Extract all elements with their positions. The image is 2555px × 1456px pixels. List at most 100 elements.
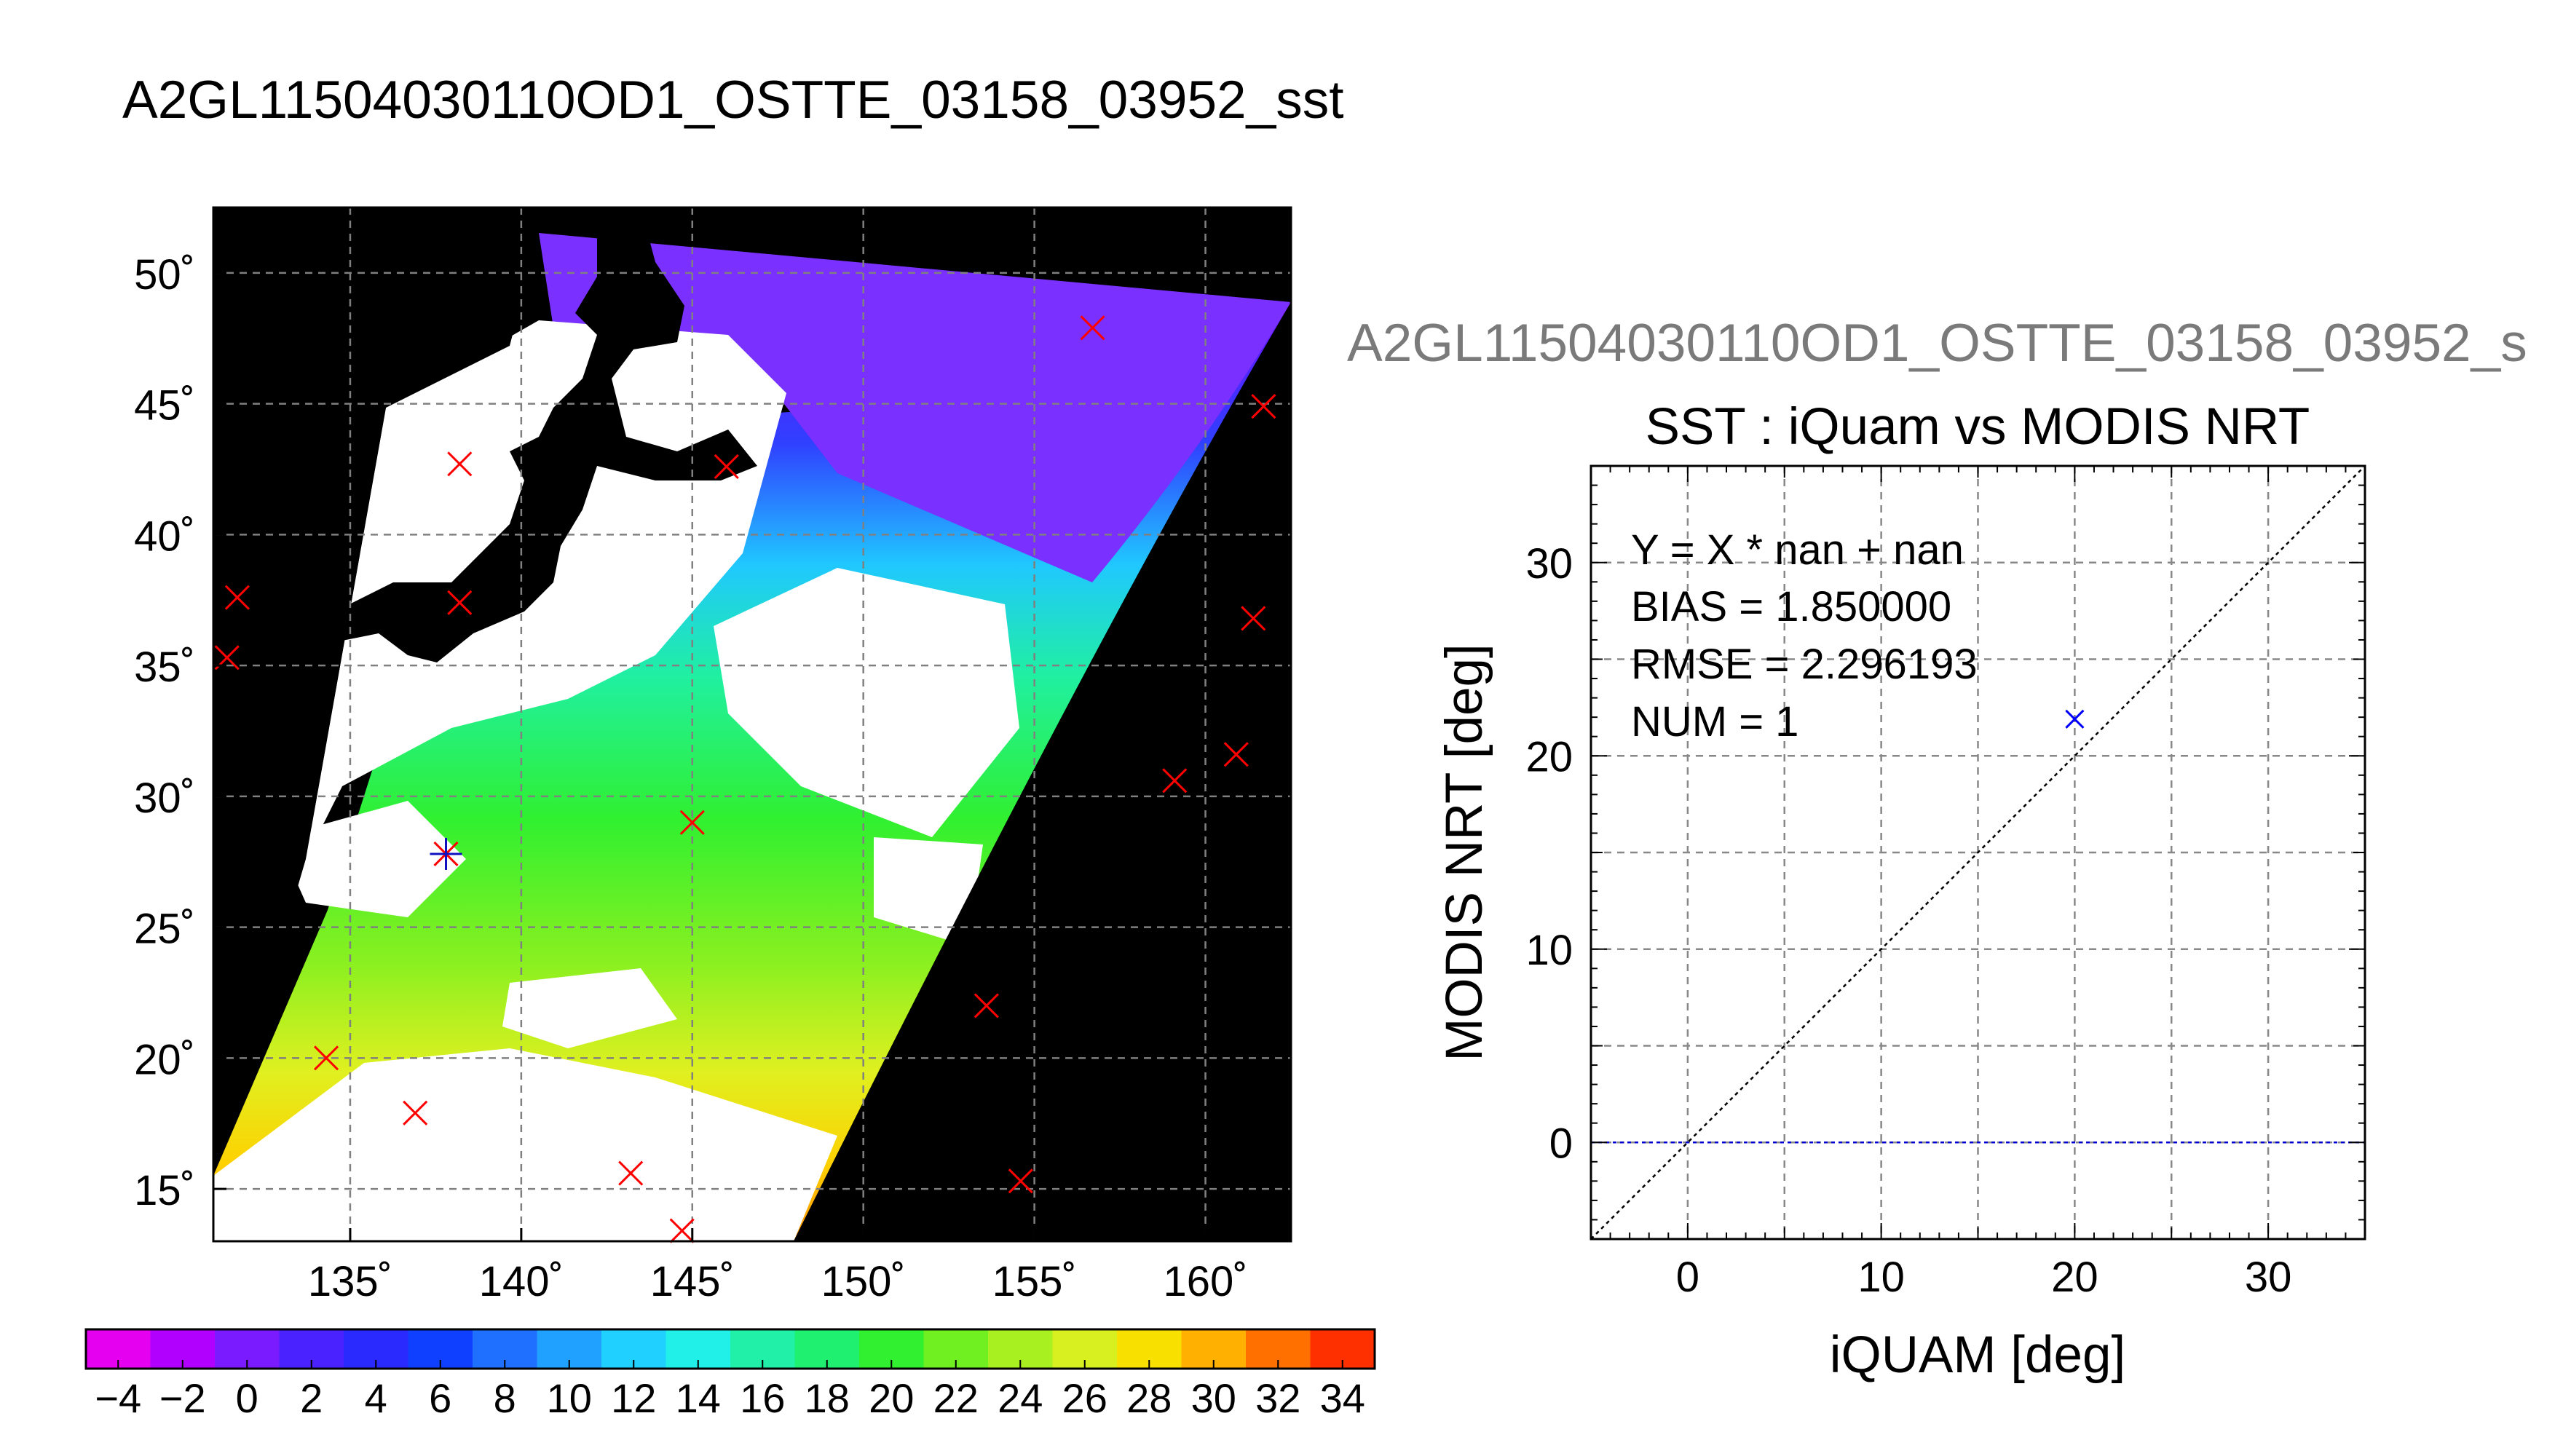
map-marker-x: [669, 1218, 695, 1243]
scatter-y-axis-label: MODIS NRT [deg]: [1436, 644, 1493, 1061]
no-data-east: [794, 302, 1291, 1241]
map-marker-x: [447, 451, 473, 477]
map-marker-x: [403, 1100, 428, 1125]
map-marker-x-stroke: [669, 1218, 695, 1243]
scatter-point-stroke: [2065, 709, 2085, 729]
map-lat-tick-label: 50˚: [134, 251, 195, 298]
colorbar-tick-label: 28: [1126, 1375, 1172, 1421]
scatter-point: [2065, 709, 2085, 729]
map-lon-tick-label: 160˚: [1163, 1258, 1247, 1305]
map-marker-x-stroke: [224, 585, 250, 610]
map-lon-tick-label: 140˚: [479, 1258, 564, 1305]
colorbar-tick-label: 8: [494, 1375, 516, 1421]
map-marker-x-stroke: [403, 1100, 428, 1125]
colorbar-tick-label: 18: [805, 1375, 850, 1421]
colorbar-tick-label: 24: [998, 1375, 1043, 1421]
colorbar-tick-label: −2: [159, 1375, 206, 1421]
map-lon-tick-label: 145˚: [650, 1258, 735, 1305]
colorbar-tick-label: 30: [1191, 1375, 1236, 1421]
scatter-y-tick-label: 10: [1525, 927, 1573, 974]
map-marker-x: [1008, 1168, 1033, 1194]
colorbar-tick-label: 34: [1320, 1375, 1365, 1421]
map-marker-x: [1241, 606, 1266, 631]
colorbar-tick-label: 14: [676, 1375, 721, 1421]
colorbar-tick-label: 2: [300, 1375, 323, 1421]
map-lon-tick-label: 150˚: [821, 1258, 906, 1305]
main-title: A2GL11504030110OD1_OSTTE_03158_03952_sst: [122, 71, 1344, 130]
map-marker-x-stroke: [1223, 742, 1249, 767]
map-lat-ticks: 50˚ 45˚ 40˚ 35˚ 30˚ 25˚ 20˚ 15˚: [134, 251, 226, 1214]
map-marker-x-stroke: [1080, 315, 1105, 341]
map-marker-x-stroke: [1008, 1168, 1033, 1194]
one-to-one-line: [1590, 465, 2366, 1240]
scatter-ticks: 0 10 20 30 0 10 20 30: [1525, 465, 2366, 1301]
stats-rmse: RMSE = 2.296193: [1631, 641, 1978, 688]
map-marker-x: [224, 585, 250, 610]
scatter-lines: [1590, 465, 2366, 1240]
map-marker-x-stroke: [974, 993, 999, 1018]
map-frame: [212, 206, 1292, 1243]
colorbar-tick-label: 10: [547, 1375, 592, 1421]
scatter-x-tick-label: 30: [2245, 1254, 2292, 1301]
map-lon-tick-label: 135˚: [308, 1258, 392, 1305]
colorbar-tick-label: 4: [365, 1375, 387, 1421]
scatter-x-axis-label: iQUAM [deg]: [1830, 1326, 2125, 1384]
scatter-y-tick-label: 30: [1525, 540, 1573, 587]
stats-fit-line: Y = X * nan + nan: [1631, 526, 1964, 574]
map-marker-x: [1162, 768, 1188, 794]
map-marker-x-stroke: [447, 451, 473, 477]
scatter-stats: Y = X * nan + nan BIAS = 1.850000 RMSE =…: [1631, 526, 1978, 745]
map-lat-tick-label: 40˚: [134, 513, 195, 560]
no-data-west: [213, 207, 539, 1176]
colorbar: −4 −2 0 2 4 6 8 10 12 14 16 18 20 22 24 26 28 30 32 34: [84, 1328, 1376, 1421]
map-marker-x-stroke: [1241, 606, 1266, 631]
map-marker-x: [974, 993, 999, 1018]
colorbar-tick-label: 32: [1255, 1375, 1300, 1421]
map-lat-tick-label: 25˚: [134, 906, 195, 953]
colorbar-tick-label: 12: [611, 1375, 656, 1421]
map-marker-x: [1251, 394, 1276, 419]
map-lat-tick-label: 30˚: [134, 775, 195, 822]
map-lat-tick-label: 35˚: [134, 644, 195, 691]
colorbar-tick-label: 22: [933, 1375, 979, 1421]
scatter-points: [2065, 709, 2085, 729]
map-marker-x-stroke: [618, 1160, 644, 1186]
map-marker-x: [313, 1045, 339, 1071]
scatter-x-tick-label: 10: [1857, 1254, 1905, 1301]
map-marker-x-stroke: [313, 1045, 339, 1071]
map-lat-tick-label: 15˚: [134, 1167, 195, 1214]
map-marker-x: [679, 810, 705, 835]
map-marker-x-stroke: [447, 590, 473, 615]
map-marker-x-stroke: [1162, 768, 1188, 794]
map-marker-x: [1223, 742, 1249, 767]
stats-bias: BIAS = 1.850000: [1631, 583, 1951, 630]
colorbar-tick-label: 26: [1062, 1375, 1107, 1421]
map-marker-x: [1080, 315, 1105, 341]
scatter-y-tick-label: 20: [1525, 733, 1573, 780]
scatter-title: SST : iQuam vs MODIS NRT: [1646, 398, 2310, 456]
colorbar-tick-label: 16: [740, 1375, 785, 1421]
colorbar-frame: [84, 1328, 1376, 1370]
map-marker-x: [714, 454, 739, 479]
colorbar-tick-label: 0: [236, 1375, 258, 1421]
map-marker-x-stroke: [1251, 394, 1276, 419]
stats-num: NUM = 1: [1631, 698, 1798, 745]
map-marker-x: [447, 590, 473, 615]
map-marker-x-stroke: [714, 454, 739, 479]
colorbar-tick-label: 20: [869, 1375, 914, 1421]
colorbar-tick-label: 6: [429, 1375, 451, 1421]
sst-swath-north: [539, 233, 1291, 582]
map-panel: 50˚ 45˚ 40˚ 35˚ 30˚ 25˚ 20˚ 15˚ 135˚ 140˚ 145˚ 150…: [134, 206, 1292, 1305]
map-lon-tick-label: 155˚: [992, 1258, 1077, 1305]
colorbar-tick-label: −4: [95, 1375, 141, 1421]
map-lat-tick-label: 45˚: [134, 382, 195, 430]
scatter-figure-title: A2GL11504030110OD1_OSTTE_03158_03952_s: [1347, 314, 2527, 373]
map-marker-x: [618, 1160, 644, 1186]
scatter-y-tick-label: 0: [1549, 1120, 1573, 1167]
japan-land: [248, 207, 757, 699]
map-lon-ticks: 135˚ 140˚ 145˚ 150˚ 155˚ 160˚: [308, 1228, 1248, 1305]
scatter-x-tick-label: 0: [1676, 1254, 1699, 1301]
map-marker-x-stroke: [679, 810, 705, 835]
